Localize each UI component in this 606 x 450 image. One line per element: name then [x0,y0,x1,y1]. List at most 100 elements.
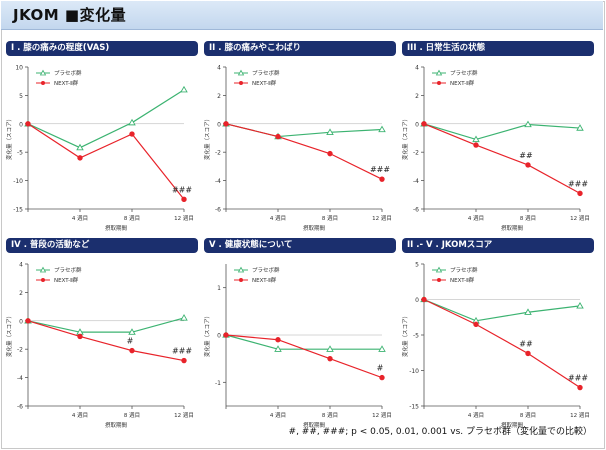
x-tick-label: 12 週目 [174,214,194,222]
x-tick-label: 8 週目 [322,411,338,419]
x-tick-label: 4 週目 [270,214,286,222]
y-tick-label: -1 [215,380,221,387]
legend-label: プラセボ群 [54,266,82,274]
chart-title: V . 健康状態について [204,238,396,253]
y-tick-label: 2 [217,93,221,100]
y-tick-label: -6 [17,404,23,411]
y-tick-label: -10 [13,178,23,185]
y-tick-label: -2 [413,150,419,157]
y-tick-label: 0 [19,318,23,325]
series-line [27,89,185,149]
data-point [326,128,334,135]
legend-label: NEXT-Ⅱ群 [450,276,475,284]
data-point [378,345,386,352]
data-point [327,355,333,362]
series-line [27,123,185,200]
data-point [76,143,84,151]
y-tick-label: 1 [217,285,221,292]
x-tick-label: 12 週目 [174,411,194,419]
y-tick-label: -2 [215,150,221,157]
series-line [423,123,581,194]
chart-title: I . 膝の痛みの程度(VAS) [6,41,198,56]
y-tick-label: 4 [415,65,419,72]
legend-label: プラセボ群 [252,69,280,77]
page-title: JKOM ■変化量 [13,6,127,24]
series-line [423,298,581,322]
y-tick-label: 4 [217,65,221,72]
y-tick-label: 0 [217,333,221,340]
significance-mark: ### [568,374,588,383]
data-point [577,190,583,197]
data-point [77,155,83,161]
data-point [326,345,334,352]
y-tick-label: 10 [15,65,23,72]
data-point [524,308,532,315]
legend-label: プラセボ群 [54,69,82,77]
x-tick-label: 4 週目 [468,411,484,419]
y-tick-label: 2 [415,93,419,100]
y-axis-label: 変化量（スコア） [203,116,211,160]
y-tick-label: 2 [19,290,23,297]
significance-mark: ## [519,339,533,348]
x-axis-label: 摂取期間 [105,224,128,232]
significance-mark: ### [172,185,192,194]
legend-label: NEXT-Ⅱ群 [252,276,277,284]
legend-marker [437,278,441,282]
data-point [379,176,385,182]
data-point [576,301,584,309]
data-point [223,332,229,338]
chart-panel-3: III . 日常生活の状態 4 2 0 -2 -4 -6 4 週目 8 週目 12 週目 摂取期間… [401,41,598,241]
y-tick-label: 0 [19,121,23,128]
y-tick-label: 4 [19,262,23,269]
chart-panel-1: I . 膝の痛みの程度(VAS) 10 5 0 -5 -10 -15 4 週目 8 週目 12 … [5,41,202,241]
x-axis-label: 摂取期間 [303,224,326,232]
legend-label: プラセボ群 [252,266,280,274]
legend-marker [39,69,47,76]
x-tick-label: 12 週目 [570,411,590,419]
data-point [181,357,187,364]
data-point [473,142,479,148]
data-point [378,125,386,133]
y-axis-label: 変化量（スコア） [203,313,211,357]
legend-label: プラセボ群 [450,69,478,77]
data-point [472,135,480,143]
y-tick-label: -6 [215,207,221,214]
data-point [421,121,427,127]
legend-marker [41,278,45,282]
y-tick-label: -15 [13,207,23,214]
data-point [473,321,479,328]
series-line [27,320,185,362]
significance-mark: ### [568,179,588,188]
series-line [27,317,185,333]
y-tick-label: 0 [217,121,221,128]
y-tick-label: 0 [415,297,419,304]
y-tick-label: -15 [409,404,419,411]
significance-mark: ## [519,151,533,160]
data-point [181,196,187,203]
chart-title: IV . 普段の活動など [6,238,198,253]
significance-mark: # [127,337,134,346]
legend-marker [237,69,245,76]
y-axis-label: 変化量（スコア） [401,313,409,357]
legend-marker [435,266,443,273]
y-tick-label: -6 [413,207,419,214]
data-point [128,118,136,126]
y-tick-label: -2 [17,347,23,354]
data-point [379,374,385,381]
legend-label: NEXT-Ⅱ群 [252,79,277,87]
data-point [129,131,135,137]
y-axis-label: 変化量（スコア） [5,116,13,160]
x-axis-label: 摂取期間 [303,421,326,429]
legend-marker [41,81,45,85]
y-axis-label: 変化量（スコア） [5,313,13,357]
data-point [25,121,31,127]
chart-title: III . 日常生活の状態 [402,41,594,56]
x-tick-label: 12 週目 [372,214,392,222]
chart-title: II .- V . JKOMスコア [402,238,594,253]
legend-marker [437,81,441,85]
